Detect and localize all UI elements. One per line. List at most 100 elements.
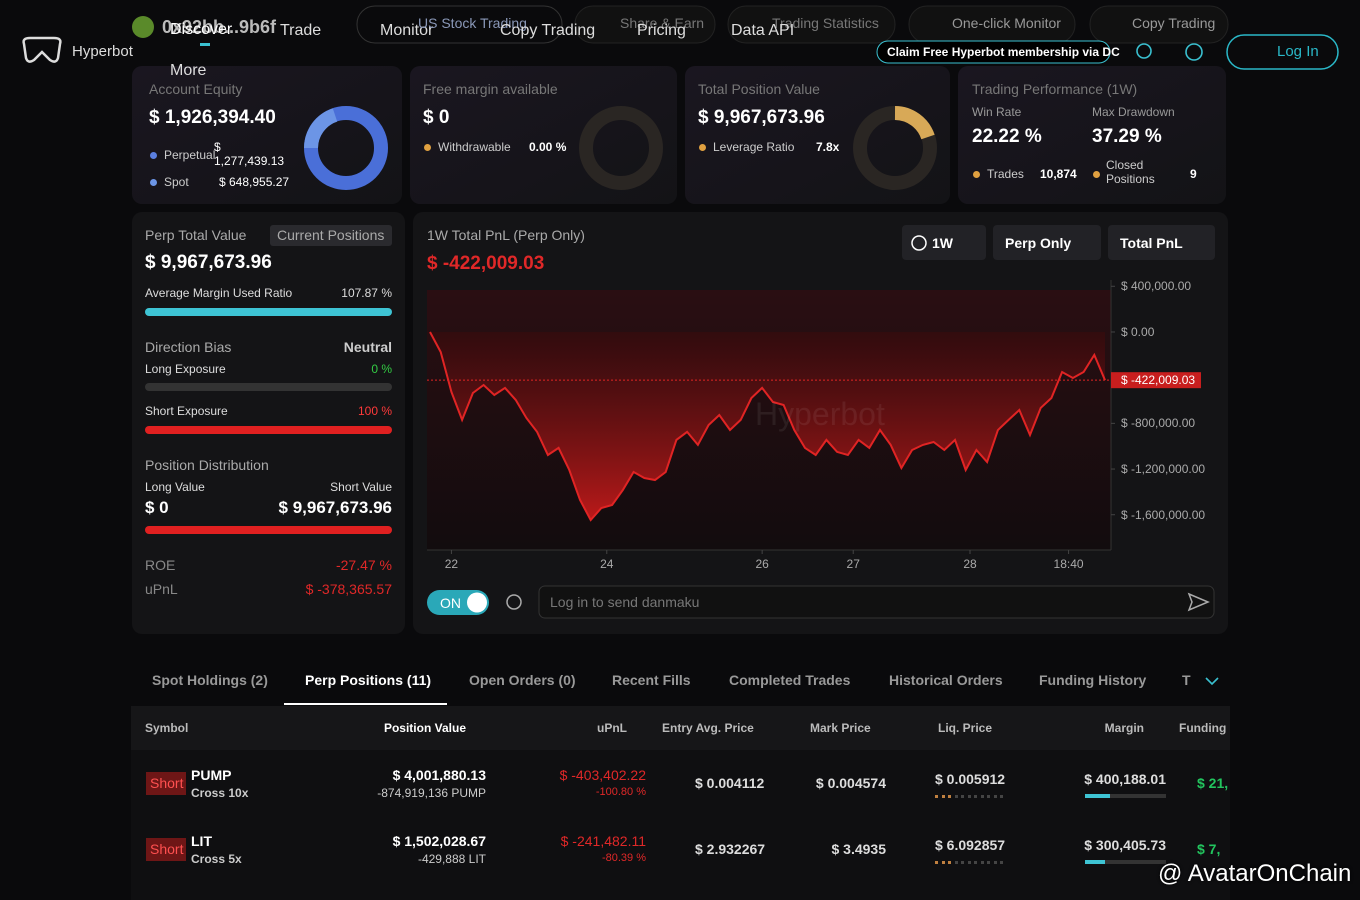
nav-pill[interactable] (727, 5, 896, 44)
margin-meter (1085, 794, 1166, 798)
x-tick-label: 24 (600, 557, 614, 571)
liq-meter (980, 795, 984, 798)
x-tick-label: 26 (755, 557, 769, 571)
nav-link[interactable]: Copy Trading (1132, 15, 1216, 31)
donut-segment (304, 108, 338, 149)
login-link[interactable]: Log In (1277, 43, 1319, 60)
stat-value: 10,874 (1040, 167, 1077, 181)
nav-link[interactable]: Data API (731, 22, 795, 39)
column-header[interactable]: Mark Price (810, 721, 871, 735)
short-bar (145, 426, 392, 434)
stat-label: Win Rate (972, 105, 1022, 119)
filter-button[interactable] (993, 225, 1101, 260)
current-value-tag (1111, 372, 1201, 389)
column-header[interactable]: Symbol (145, 721, 189, 735)
metric-value: 0 % (371, 362, 392, 376)
x-tick-label: 28 (963, 557, 977, 571)
nav-link[interactable]: Copy Trading (500, 22, 596, 39)
search-icon[interactable] (1136, 43, 1152, 59)
side-badge (146, 838, 186, 861)
position-size: -874,919,136 PUMP (377, 786, 486, 800)
distribution-bar (145, 526, 392, 534)
legend-value: 0.00 % (529, 140, 567, 154)
filter-button[interactable] (1108, 225, 1215, 260)
liq-price: $ 6.092857 (935, 837, 1006, 853)
liq-meter (954, 795, 958, 798)
send-icon[interactable] (1187, 592, 1210, 612)
column-header[interactable]: Entry Avg. Price (662, 721, 754, 735)
tab[interactable]: Recent Fills (612, 672, 691, 688)
liq-meter (961, 795, 964, 798)
card-value: $ 9,967,673.96 (698, 107, 825, 128)
toggle-knob[interactable] (467, 592, 487, 613)
tab[interactable]: Completed Trades (729, 672, 851, 688)
funding: $ 21, (1197, 775, 1229, 791)
current-value-label: $ -422,009.03 (1121, 373, 1196, 388)
y-tick-label: $ 400,000.00 (1121, 279, 1192, 294)
pnl-chart (427, 280, 1201, 554)
filter-label[interactable]: 1W (932, 235, 953, 251)
nav-pill[interactable] (574, 5, 716, 44)
metric-label: Short Exposure (145, 404, 228, 418)
toggle-label[interactable]: ON (440, 595, 461, 611)
nav-link[interactable]: Pricing (637, 22, 686, 39)
tab[interactable]: Spot Holdings (2) (152, 672, 268, 688)
tab[interactable]: Funding History (1039, 672, 1147, 688)
y-tick-label: $ -1,200,000.00 (1121, 462, 1206, 477)
tab-button[interactable] (270, 225, 392, 246)
liq-meter (974, 795, 977, 798)
metric-label: Average Margin Used Ratio (145, 286, 293, 300)
liq-meter (987, 795, 990, 798)
nav-link[interactable]: Discover (170, 21, 233, 38)
metric-label: Position Distribution (145, 457, 269, 473)
liq-meter (1000, 861, 1003, 864)
nav-link[interactable]: Trading Statistics (772, 15, 879, 31)
legend-dot (698, 143, 706, 151)
promo-pill[interactable] (876, 40, 1111, 64)
card (132, 66, 402, 204)
column-header[interactable]: Funding ( (1179, 721, 1230, 735)
column-header[interactable]: Position Value (383, 721, 466, 735)
nav-link[interactable]: More (170, 62, 207, 79)
nav-link[interactable]: Trade (280, 22, 322, 39)
column-header[interactable]: uPnL (597, 721, 627, 735)
column-header[interactable]: Liq. Price (938, 721, 993, 735)
promo-link[interactable]: Claim Free Hyperbot membership via DC (887, 45, 1120, 59)
danmaku-input[interactable] (538, 585, 1215, 619)
filter-label[interactable]: Perp Only (1005, 235, 1072, 251)
tab[interactable]: Historical Orders (889, 672, 1003, 688)
mark-price: $ 3.4935 (831, 841, 887, 857)
nav-link[interactable]: Share & Earn (620, 15, 705, 31)
filter-button[interactable] (902, 225, 986, 260)
liq-meter (941, 795, 945, 798)
tab[interactable]: Open Orders (0) (469, 672, 576, 688)
settings-icon[interactable] (506, 594, 522, 610)
chart-title: 1W Total PnL (Perp Only) (427, 227, 585, 243)
liq-meter (948, 861, 951, 864)
nav-link[interactable]: One-click Monitor (952, 15, 1061, 31)
tab-button-label[interactable]: Current Positions (277, 227, 385, 243)
funding: $ 7, (1197, 841, 1221, 857)
position-value: $ 1,502,028.67 (392, 833, 486, 849)
nav-pill[interactable] (1089, 5, 1229, 44)
globe-icon[interactable] (1185, 43, 1203, 61)
tab[interactable]: Perp Positions (11) (305, 672, 432, 688)
stat-label: Trades (987, 167, 1024, 181)
margin-meter-fill (1085, 860, 1105, 864)
nav-pill[interactable] (356, 5, 563, 44)
pnl-area (430, 331, 1105, 520)
liq-meter (993, 861, 997, 864)
nav-link[interactable]: Monitor (380, 22, 434, 39)
filter-label[interactable]: Total PnL (1120, 235, 1183, 251)
column-header[interactable]: Margin (1104, 721, 1144, 735)
input-placeholder[interactable]: Log in to send danmaku (550, 594, 700, 610)
margin: $ 300,405.73 (1084, 837, 1166, 853)
nav-link[interactable]: US Stock Trading (418, 15, 527, 31)
login-button[interactable] (1226, 34, 1339, 70)
metric-value: -27.47 % (335, 557, 392, 573)
legend-dot (423, 143, 431, 151)
tab[interactable]: T (1182, 672, 1191, 688)
tabs-chevron[interactable] (1205, 677, 1219, 686)
position-size: -429,888 LIT (417, 852, 486, 866)
